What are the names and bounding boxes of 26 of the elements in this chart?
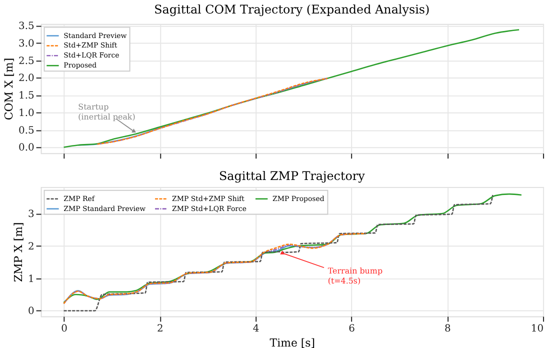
x-tick-label: 10 [530,324,544,335]
y-tick-label: 3.0 [18,38,34,50]
y-axis-title: ZMP X [m] [12,222,26,282]
y-tick-label: 1.5 [18,90,34,102]
y-tick-label: 0 [28,306,34,318]
x-tick-label: 0 [61,324,68,335]
chart-title: Sagittal ZMP Trajectory [218,168,366,183]
x-tick-label: 6 [348,324,355,335]
y-tick-label: 1 [28,274,34,285]
chart-title: Sagittal COM Trajectory (Expanded Analysis) [154,2,430,17]
y-tick-label: 2 [28,241,34,252]
y-tick-label: 0.0 [18,142,34,154]
x-tick-label: 8 [444,324,451,335]
y-tick-label: 3 [28,208,34,220]
line-series [63,29,520,148]
y-tick-label: 0.5 [18,125,34,136]
x-tick-label: 4 [252,324,260,335]
y-tick-label: 2.0 [18,73,34,84]
y-tick-label: 1.0 [18,108,34,119]
x-axis-title: Time [s] [270,336,316,348]
x-tick-label: 2 [156,324,164,335]
annotation: Startup (inertial peak) [78,102,136,122]
y-tick-label: 2.5 [18,56,34,67]
y-axis-title: COM X [m] [2,58,16,120]
y-tick-label: 3.5 [18,21,34,32]
annotation: Terrain bump (t=4.5s) [328,266,383,286]
